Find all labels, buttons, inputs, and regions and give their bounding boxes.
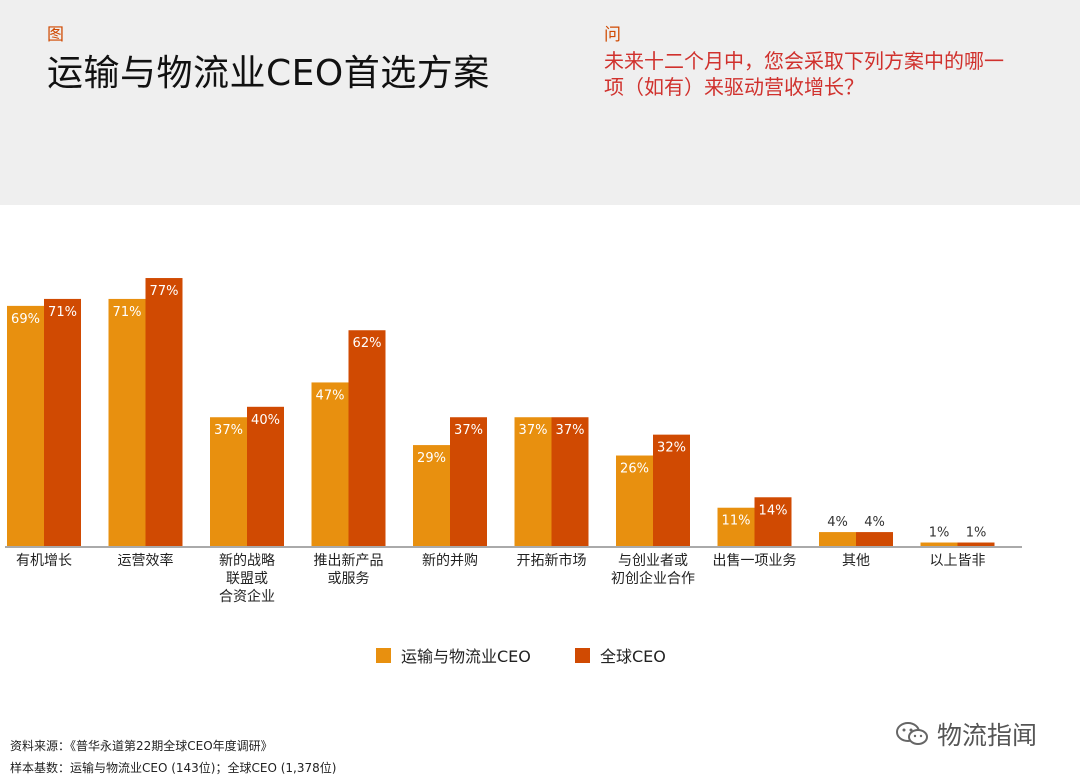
data-label-transport-3: 47% <box>316 388 345 403</box>
category-label-9-0: 以上皆非 <box>930 553 986 569</box>
question-label: 问 <box>604 25 621 45</box>
bar-global-0 <box>44 298 81 546</box>
category-label-6-1: 初创企业合作 <box>611 570 695 587</box>
category-label-1-0: 运营效率 <box>118 552 174 569</box>
bar-global-1 <box>145 278 183 546</box>
data-label-global-8: 4% <box>864 515 885 530</box>
figure-label: 图 <box>47 25 64 45</box>
watermark: 物流指闻 <box>895 716 1037 752</box>
bar-global-2 <box>247 406 284 546</box>
source-note: 资料来源：《普华永道第22期全球CEO年度调研》 <box>10 739 273 753</box>
data-label-transport-1: 71% <box>113 305 142 320</box>
bar-transport-2 <box>210 417 247 546</box>
data-label-transport-7: 11% <box>722 514 751 529</box>
legend-label-transport: 运输与物流业CEO <box>401 647 531 666</box>
category-label-4-0: 新的并购 <box>422 553 478 569</box>
page-title: 运输与物流业CEO首选方案 <box>47 53 490 94</box>
legend-swatch-transport <box>376 647 391 663</box>
category-label-2-1: 联盟或 <box>226 571 268 587</box>
data-label-global-2: 40% <box>251 413 280 428</box>
bar-transport-8 <box>819 532 856 546</box>
data-label-global-9: 1% <box>966 526 987 541</box>
data-label-global-3: 62% <box>353 336 382 351</box>
data-label-transport-9: 1% <box>929 526 950 541</box>
legend-item-global: 全球CEO <box>575 643 666 667</box>
bar-transport-0 <box>7 305 44 546</box>
wechat-icon <box>896 722 928 745</box>
bar-global-5 <box>551 417 589 546</box>
bar-transport-7 <box>717 507 755 546</box>
data-label-global-4: 37% <box>454 423 483 438</box>
bar-global-4 <box>450 417 487 546</box>
bar-global-9 <box>957 542 995 546</box>
category-label-7-0: 出售一项业务 <box>713 553 797 569</box>
header-panel: 图 运输与物流业CEO首选方案 问 未来十二个月中，您会采取下列方案中的哪一项（… <box>0 0 1080 205</box>
bar-global-3 <box>348 330 386 546</box>
bar-transport-6 <box>616 455 653 546</box>
data-label-transport-4: 29% <box>417 451 446 466</box>
survey-question: 未来十二个月中，您会采取下列方案中的哪一项（如有）来驱动营收增长？ <box>604 49 1004 99</box>
legend-swatch-global <box>575 647 590 663</box>
bar-global-8 <box>856 532 893 546</box>
sample-note: 样本基数：运输与物流业CEO (143位)；全球CEO (1,378位) <box>10 761 337 775</box>
data-label-global-7: 14% <box>759 503 788 518</box>
data-label-global-5: 37% <box>556 423 585 438</box>
data-label-transport-0: 69% <box>11 312 40 327</box>
data-label-transport-2: 37% <box>214 423 243 438</box>
data-label-global-6: 32% <box>657 441 686 456</box>
category-label-0-0: 有机增长 <box>16 553 72 569</box>
data-label-transport-6: 26% <box>620 462 649 477</box>
category-label-3-1: 或服务 <box>328 571 370 587</box>
category-label-2-2: 合资企业 <box>219 588 275 605</box>
bar-transport-5 <box>514 417 552 546</box>
data-label-global-1: 77% <box>150 284 179 299</box>
category-label-2-0: 新的战略 <box>219 553 275 569</box>
legend-item-transport: 运输与物流业CEO <box>376 643 531 667</box>
data-label-transport-5: 37% <box>519 423 548 438</box>
data-label-transport-8: 4% <box>827 515 848 530</box>
category-label-6-0: 与创业者或 <box>618 553 688 569</box>
legend-label-global: 全球CEO <box>600 647 666 666</box>
bar-global-6 <box>653 434 690 546</box>
category-label-8-0: 其他 <box>842 553 870 569</box>
data-label-global-0: 71% <box>48 305 77 320</box>
bar-transport-1 <box>108 298 146 546</box>
category-label-5-0: 开拓新市场 <box>517 552 587 569</box>
category-label-3-0: 推出新产品 <box>314 553 384 569</box>
bar-global-7 <box>754 497 792 546</box>
bar-transport-9 <box>920 542 958 546</box>
bar-transport-4 <box>413 445 450 546</box>
bar-transport-3 <box>311 382 349 546</box>
watermark-text: 物流指闻 <box>937 721 1038 750</box>
